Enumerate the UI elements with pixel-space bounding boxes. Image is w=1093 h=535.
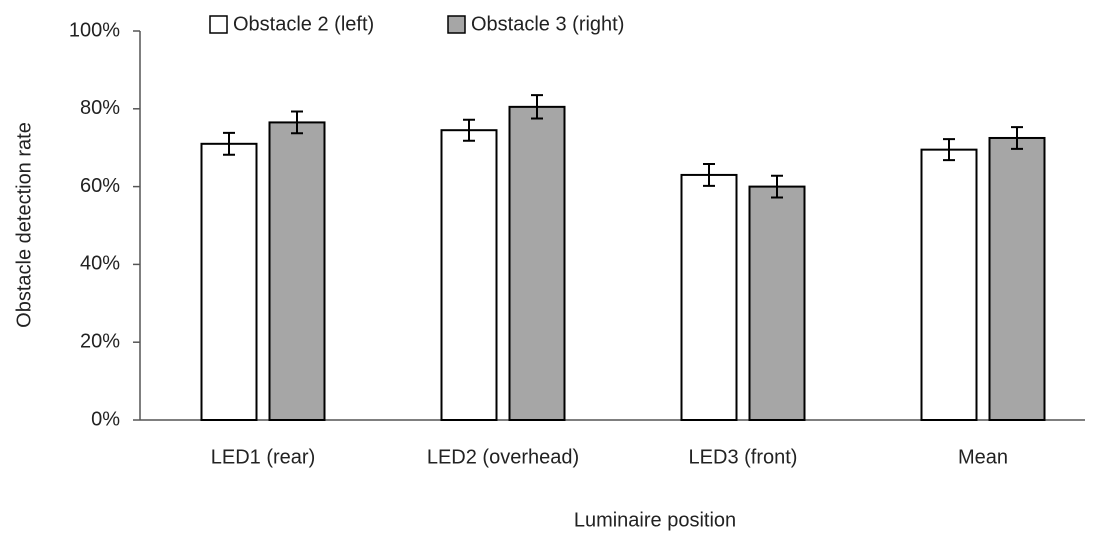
error-bar [223, 131, 235, 156]
bar [508, 105, 566, 421]
y-tick-label: 20% [80, 330, 120, 352]
bar [748, 185, 806, 421]
legend-swatch [209, 15, 228, 34]
x-tick-label: LED2 (overhead) [427, 446, 579, 468]
error-bar [463, 118, 475, 142]
x-axis-label: Luminaire position [574, 509, 736, 531]
y-tick-label: 80% [80, 97, 120, 119]
error-bar [943, 138, 955, 162]
legend-label: Obstacle 2 (left) [233, 13, 374, 35]
error-bar [771, 174, 783, 199]
error-bar [291, 110, 303, 135]
error-bar [1011, 126, 1023, 150]
x-tick-label: LED3 (front) [689, 446, 798, 468]
error-bar [531, 94, 543, 120]
y-tick-label: 0% [91, 408, 120, 430]
x-tick-label: Mean [958, 446, 1008, 468]
y-axis-label: Obstacle detection rate [13, 122, 35, 328]
bar [268, 121, 326, 421]
y-tick-label: 60% [80, 175, 120, 197]
bar [680, 173, 738, 421]
y-tick-label: 40% [80, 253, 120, 275]
bar [988, 136, 1046, 421]
bar [920, 148, 978, 422]
legend-swatch [447, 15, 466, 34]
legend-label: Obstacle 3 (right) [471, 13, 624, 35]
y-tick-label: 100% [69, 19, 120, 41]
error-bar [703, 163, 715, 187]
bar [200, 142, 258, 421]
x-tick-label: LED1 (rear) [211, 446, 315, 468]
bar [440, 129, 498, 421]
